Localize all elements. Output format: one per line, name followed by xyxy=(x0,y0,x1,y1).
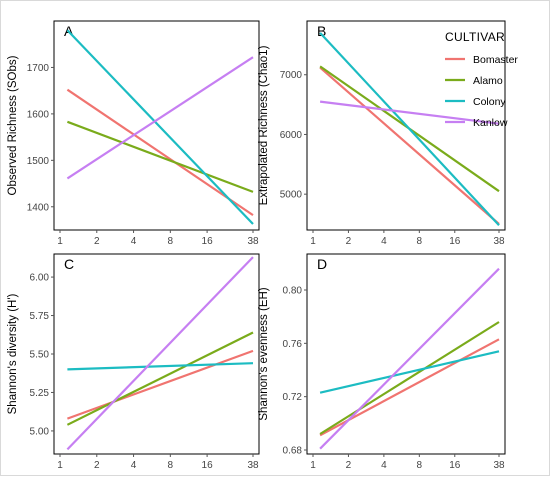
series-line-kanlow xyxy=(66,256,254,451)
panel-letter: B xyxy=(317,23,326,39)
legend-label-kanlow: Kanlow xyxy=(473,117,508,129)
y-tick-label: 0.72 xyxy=(283,392,303,403)
legend-label-colony: Colony xyxy=(473,96,506,108)
y-tick-label: 6.00 xyxy=(30,273,50,284)
y-axis-title: Extrapolated Richness (Chao1) xyxy=(258,45,270,205)
series-line-bomaster xyxy=(66,88,254,217)
series-line-kanlow xyxy=(319,267,500,450)
y-axis-title: Observed Richness (SObs) xyxy=(7,55,19,195)
x-tick-label: 38 xyxy=(247,236,259,247)
series-line-colony xyxy=(67,362,254,371)
y-tick-label: 0.68 xyxy=(283,446,303,457)
x-tick-label: 8 xyxy=(168,460,174,471)
y-tick-label: 1500 xyxy=(27,156,50,167)
y-tick-label: 0.76 xyxy=(283,339,303,350)
panel-frame xyxy=(306,253,506,455)
x-tick-label: 2 xyxy=(94,236,100,247)
series-line-alamo xyxy=(66,331,254,426)
x-tick-label: 8 xyxy=(417,236,423,247)
y-tick-label: 6000 xyxy=(280,130,303,141)
panel-letter: C xyxy=(64,256,74,272)
x-tick-label: 1 xyxy=(57,236,63,247)
series-line-kanlow xyxy=(319,100,500,125)
series-line-bomaster xyxy=(319,66,500,225)
series-line-colony xyxy=(319,350,500,394)
y-tick-label: 1600 xyxy=(27,109,50,120)
series-line-alamo xyxy=(67,120,254,193)
x-tick-label: 16 xyxy=(202,460,214,471)
legend: CULTIVAR Bomaster Alamo Colony Kanlow xyxy=(445,30,518,129)
y-tick-label: 5.50 xyxy=(30,350,50,361)
x-tick-label: 16 xyxy=(202,236,214,247)
y-axis-title: Shannon's evenness (EH) xyxy=(258,287,270,420)
x-tick-label: 38 xyxy=(493,236,505,247)
x-tick-label: 8 xyxy=(417,460,423,471)
panel-d: D 1 2 4 8 16 38 0.68 0.72 0.76 0.80 Shannon's evenn… xyxy=(258,253,506,471)
series-line-alamo xyxy=(319,321,500,435)
y-tick-label: 7000 xyxy=(280,70,303,81)
x-tick-label: 1 xyxy=(310,460,316,471)
x-tick-label: 1 xyxy=(57,460,63,471)
x-tick-label: 16 xyxy=(449,236,461,247)
y-tick-label: 5.25 xyxy=(30,388,50,399)
x-tick-label: 2 xyxy=(94,460,100,471)
y-tick-label: 5000 xyxy=(280,190,303,201)
x-tick-label: 2 xyxy=(346,236,352,247)
x-tick-label: 1 xyxy=(310,236,316,247)
panel-letter: D xyxy=(317,256,327,272)
series-line-kanlow xyxy=(66,56,254,180)
x-tick-label: 4 xyxy=(131,236,137,247)
x-tick-label: 38 xyxy=(247,460,259,471)
y-tick-label: 1400 xyxy=(27,202,50,213)
legend-label-bomaster: Bomaster xyxy=(473,54,518,66)
x-tick-label: 38 xyxy=(493,460,505,471)
x-tick-label: 8 xyxy=(168,236,174,247)
x-tick-label: 16 xyxy=(449,460,461,471)
legend-title: CULTIVAR xyxy=(445,30,505,44)
y-tick-label: 1700 xyxy=(27,63,50,74)
y-tick-label: 5.00 xyxy=(30,426,50,437)
y-tick-label: 5.75 xyxy=(30,311,50,322)
x-tick-label: 4 xyxy=(131,460,137,471)
y-tick-label: 0.80 xyxy=(283,286,303,297)
y-axis-title: Shannon's diversity (H') xyxy=(7,293,19,414)
panel-c: C 1 2 4 8 16 38 5.00 5.25 5.50 5.75 6.00 Shannon's d… xyxy=(7,253,260,471)
panel-frame xyxy=(306,20,506,231)
panel-b: B 1 2 4 8 16 38 5000 6000 7000 Extrapolated Richne… xyxy=(258,20,506,247)
x-tick-label: 2 xyxy=(346,460,352,471)
panel-frame xyxy=(53,20,260,231)
legend-label-alamo: Alamo xyxy=(473,75,503,87)
series-line-colony xyxy=(66,29,254,225)
series-line-bomaster xyxy=(67,349,254,420)
x-tick-label: 4 xyxy=(381,460,387,471)
series-line-colony xyxy=(319,32,500,226)
x-tick-label: 4 xyxy=(381,236,387,247)
